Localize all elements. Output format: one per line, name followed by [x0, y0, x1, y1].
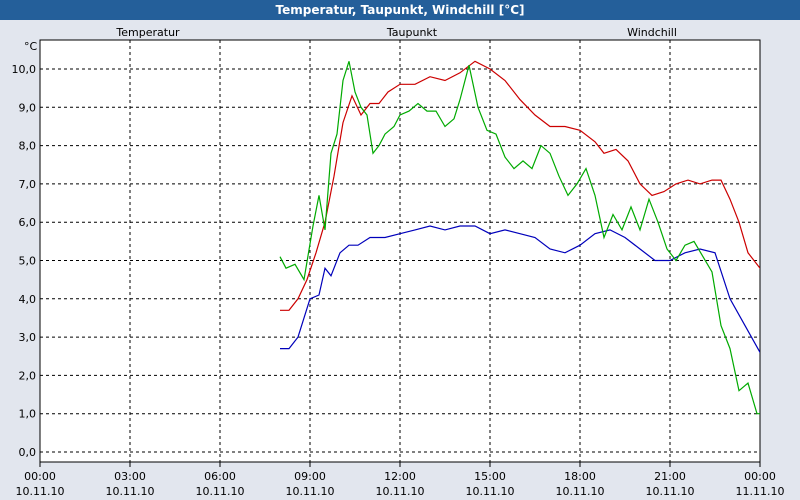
legend-label-taupunkt: Taupunkt: [386, 26, 438, 39]
x-tick-time: 09:00: [294, 470, 326, 483]
x-tick-date: 10.11.10: [16, 485, 65, 498]
x-tick-time: 12:00: [384, 470, 416, 483]
x-tick-date: 10.11.10: [196, 485, 245, 498]
x-tick-time: 00:00: [24, 470, 56, 483]
y-tick-label: 3,0: [19, 331, 37, 344]
x-tick-date: 10.11.10: [286, 485, 335, 498]
x-tick-time: 00:00: [744, 470, 776, 483]
x-tick-date: 10.11.10: [556, 485, 605, 498]
y-tick-label: 9,0: [19, 101, 37, 114]
x-tick-date: 10.11.10: [646, 485, 695, 498]
x-tick-date: 10.11.10: [376, 485, 425, 498]
y-tick-label: 5,0: [19, 255, 37, 268]
x-tick-date: 10.11.10: [466, 485, 515, 498]
x-tick-time: 03:00: [114, 470, 146, 483]
x-tick-time: 21:00: [654, 470, 686, 483]
series-line-temperatur: [280, 60, 760, 311]
y-tick-label: 6,0: [19, 216, 37, 229]
y-tick-label: 8,0: [19, 140, 37, 153]
y-axis-unit-label: °C: [24, 40, 38, 53]
x-tick-date: 10.11.10: [106, 485, 155, 498]
legend-label-temperatur: Temperatur: [115, 26, 180, 39]
x-tick-time: 18:00: [564, 470, 596, 483]
y-tick-label: 1,0: [19, 408, 37, 421]
series-line-taupunkt: [280, 225, 760, 354]
chart-title: Temperatur, Taupunkt, Windchill [°C]: [0, 0, 800, 20]
x-tick-time: 06:00: [204, 470, 236, 483]
series-line-windchill: [279, 61, 760, 415]
y-tick-label: 10,0: [12, 63, 37, 76]
x-tick-date: 11.11.10: [736, 485, 785, 498]
x-tick-time: 15:00: [474, 470, 506, 483]
legend-label-windchill: Windchill: [627, 26, 677, 39]
y-tick-label: 2,0: [19, 369, 37, 382]
y-tick-label: 7,0: [19, 178, 37, 191]
y-tick-label: 0,0: [19, 446, 37, 459]
y-tick-label: 4,0: [19, 293, 37, 306]
